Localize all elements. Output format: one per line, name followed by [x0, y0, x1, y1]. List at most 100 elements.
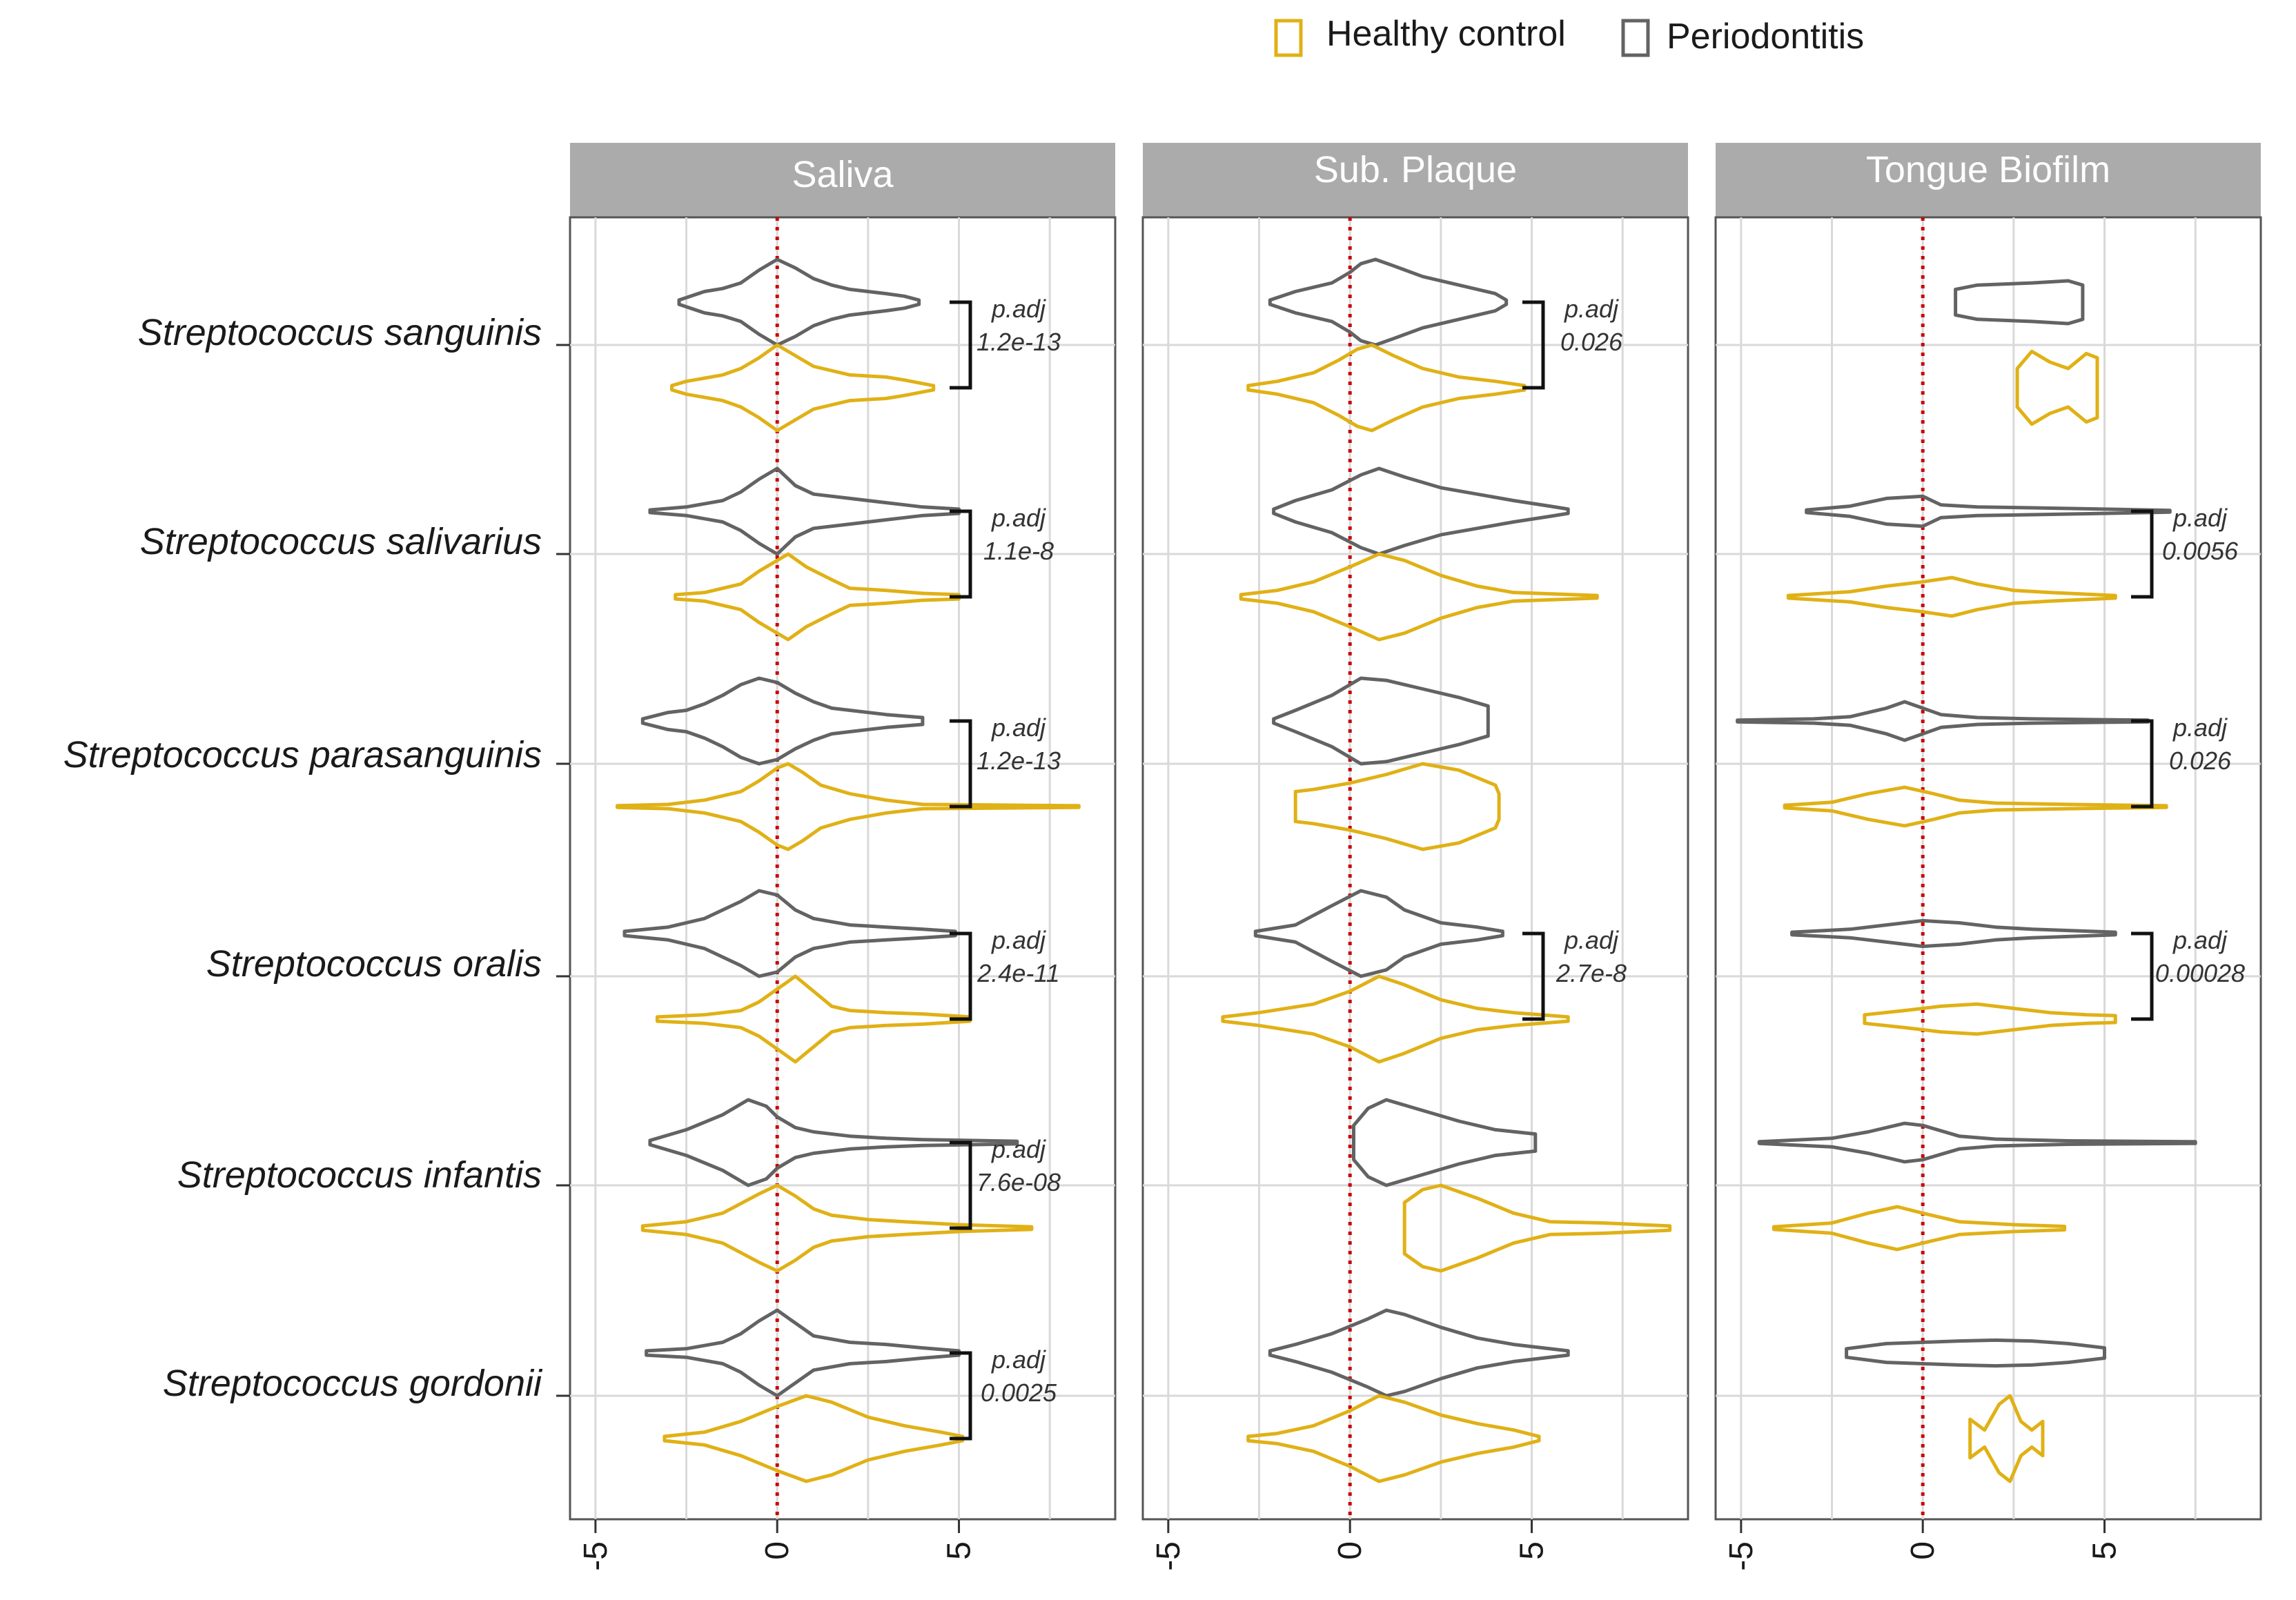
violin-periodontitis — [1805, 494, 2172, 529]
strip-sub-plaque — [1143, 143, 1688, 217]
x-tick-label: -5 — [578, 1541, 614, 1571]
strip-saliva — [570, 143, 1115, 217]
legend-swatch-periodontitis — [1621, 19, 1650, 57]
violins — [616, 257, 2197, 1483]
violin-periodontitis — [677, 257, 921, 347]
violin-periodontitis — [1268, 257, 1509, 347]
significance-bracket — [950, 931, 972, 1021]
violin-healthy-control — [1246, 1394, 1541, 1483]
plot-area-sub-plaque — [1141, 216, 1689, 1521]
p-adj-label: p.adj — [991, 713, 1046, 742]
x-tick-label: 5 — [2087, 1541, 2123, 1560]
violin-healthy-control — [616, 762, 1081, 851]
violin-periodontitis — [648, 466, 961, 556]
plot-area-tongue-biofilm — [1714, 216, 2262, 1521]
violin-periodontitis — [648, 1098, 1019, 1187]
p-adj-label: p.adj — [2172, 713, 2228, 742]
p-adj-label: p.adj — [991, 1345, 1046, 1374]
species-label: Streptococcus infantis — [177, 1154, 542, 1196]
p-adj-label: p.adj — [991, 504, 1046, 532]
species-label: Streptococcus parasanguinis — [63, 734, 542, 776]
violin-periodontitis — [622, 889, 957, 978]
violin-periodontitis — [645, 1308, 961, 1398]
p-adj-value: 1.1e-8 — [983, 537, 1054, 565]
violin-healthy-control — [663, 1394, 965, 1483]
x-tick-label: -5 — [1723, 1541, 1760, 1571]
significance-bracket — [950, 509, 972, 599]
significance-bracket — [950, 1351, 972, 1441]
violin-periodontitis — [640, 676, 925, 766]
violin-healthy-control — [1863, 1002, 2117, 1036]
p-adj-value: 2.4e-11 — [977, 959, 1059, 987]
p-adj-label: p.adj — [991, 1135, 1046, 1163]
significance-bracket — [2131, 719, 2154, 809]
violin-periodontitis — [1272, 466, 1570, 556]
violin-periodontitis — [1268, 1308, 1570, 1398]
violin-healthy-control — [1221, 974, 1570, 1064]
violin-healthy-control — [674, 552, 961, 642]
p-adj-label: p.adj — [1564, 926, 1619, 954]
violin-healthy-control — [640, 1183, 1034, 1273]
strip-tongue-biofilm — [1716, 143, 2261, 217]
violin-healthy-control — [1786, 575, 2117, 618]
significance-brackets: p.adj 1.2e-13 p.adj 1.1e-8 p.adj 1.2e-13 p.adj… — [950, 295, 2245, 1441]
x-tick-label: 0 — [1332, 1541, 1368, 1560]
violin-healthy-control — [1239, 552, 1599, 642]
violin-healthy-control — [1402, 1183, 1672, 1273]
p-adj-value: 1.2e-13 — [977, 747, 1061, 775]
significance-bracket — [2131, 931, 2154, 1021]
strip-label-tongue-biofilm: Tongue Biofilm — [1866, 149, 2110, 190]
violin-periodontitis — [1790, 918, 2117, 949]
p-adj-value: 0.0056 — [2162, 537, 2239, 565]
significance-bracket — [950, 1140, 972, 1230]
species-labels: Streptococcus sanguinis Streptococcus sa… — [63, 312, 543, 1404]
violin-periodontitis — [1272, 676, 1490, 766]
panel-sub-plaque: Sub. Plaque — [1141, 143, 1689, 1521]
panel-saliva: Saliva — [569, 143, 1117, 1521]
significance-bracket — [1522, 931, 1545, 1021]
x-tick-label: 5 — [941, 1541, 978, 1560]
p-adj-value: 0.026 — [2169, 747, 2232, 775]
p-adj-value: 2.7e-8 — [1556, 959, 1627, 987]
legend-label-healthy: Healthy control — [1326, 14, 1566, 54]
x-tick-label: 5 — [1514, 1541, 1551, 1560]
p-adj-value: 0.00028 — [2155, 959, 2245, 987]
x-tick-label: -5 — [1150, 1541, 1187, 1571]
significance-bracket — [1522, 300, 1545, 390]
species-label: Streptococcus salivarius — [140, 521, 542, 562]
p-adj-value: 0.0025 — [981, 1379, 1057, 1407]
p-adj-label: p.adj — [991, 295, 1046, 323]
strip-label-sub-plaque: Sub. Plaque — [1314, 149, 1517, 190]
violin-periodontitis — [1845, 1338, 2106, 1368]
strip-label-saliva: Saliva — [792, 154, 894, 195]
violin-healthy-control — [1968, 1394, 2045, 1483]
x-tick-label: 0 — [1905, 1541, 1941, 1560]
y-ticks — [556, 344, 570, 1397]
p-adj-label: p.adj — [1564, 295, 1619, 323]
significance-bracket — [950, 719, 972, 809]
violin-healthy-control — [670, 343, 936, 433]
legend-swatch-healthy — [1274, 19, 1303, 57]
violin-healthy-control — [655, 974, 972, 1064]
violin-periodontitis — [1757, 1121, 2197, 1164]
legend: Healthy control Periodontitis — [1274, 14, 1864, 57]
p-adj-value: 7.6e-08 — [977, 1168, 1061, 1196]
significance-bracket — [950, 300, 972, 390]
plot-area-saliva — [569, 216, 1117, 1521]
x-ticks: -5 0 5 -5 0 5 -5 0 5 — [578, 1519, 2123, 1571]
species-label: Streptococcus gordonii — [163, 1363, 543, 1404]
p-adj-label: p.adj — [2172, 504, 2228, 532]
p-adj-value: 1.2e-13 — [977, 328, 1061, 356]
p-adj-label: p.adj — [2172, 926, 2228, 954]
p-adj-value: 0.026 — [1560, 328, 1623, 356]
violin-healthy-control — [2015, 349, 2099, 426]
x-tick-label: 0 — [759, 1541, 796, 1560]
violin-healthy-control — [1783, 785, 2168, 828]
legend-label-periodontitis: Periodontitis — [1667, 17, 1864, 57]
panel-tongue-biofilm: Tongue Biofilm — [1714, 143, 2262, 1521]
species-label: Streptococcus oralis — [206, 943, 542, 985]
species-label: Streptococcus sanguinis — [138, 312, 542, 353]
violin-healthy-control — [1246, 343, 1527, 433]
violin-periodontitis — [1352, 1098, 1538, 1187]
